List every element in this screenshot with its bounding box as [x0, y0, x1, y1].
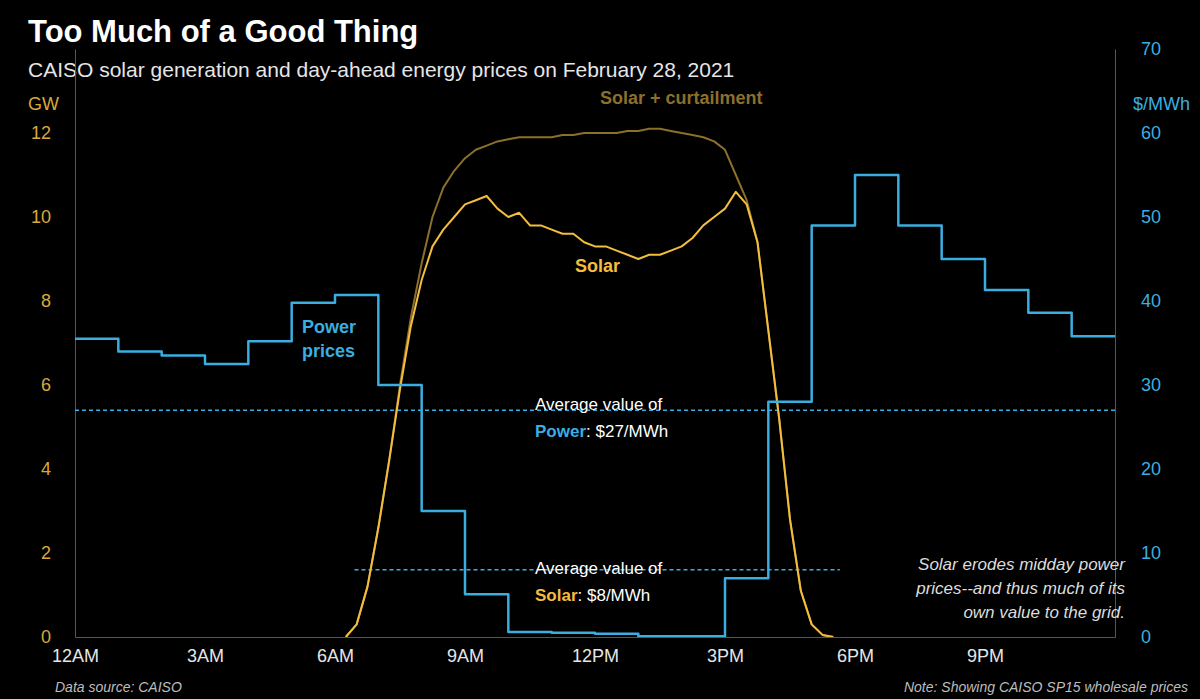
footnote: Note: Showing CAISO SP15 wholesale price…	[904, 679, 1188, 695]
tick-label: 9AM	[447, 646, 484, 666]
tick-label: 2	[41, 543, 51, 563]
tick: 20	[1115, 459, 1161, 479]
axis-line	[75, 50, 76, 638]
tick: 12AM	[52, 637, 99, 666]
tick: 10	[31, 207, 75, 227]
annotation-name: Power	[535, 422, 586, 441]
tick-label: 70	[1141, 39, 1161, 59]
tick: 0	[1115, 627, 1151, 647]
annotation: Average value of Power: $27/MWh	[535, 395, 668, 441]
tick: 6PM	[837, 637, 874, 666]
tick-label: 3AM	[187, 646, 224, 666]
tick: 12PM	[572, 637, 619, 666]
annotation-lead: Average value of	[535, 559, 663, 578]
annotation-value: : $27/MWh	[586, 422, 668, 441]
tick-label: 30	[1141, 375, 1161, 395]
tick-label: 0	[1141, 627, 1151, 647]
annotation-lead: Average value of	[535, 395, 663, 414]
tick: 2	[41, 543, 75, 563]
tick: 12	[31, 123, 75, 143]
x-axis: 12AM 3AM 6AM 9AM 12PM 3PM 6PM 9PM	[52, 637, 1116, 666]
series-label: Solar + curtailment	[600, 88, 763, 108]
tick-label: 3PM	[707, 646, 744, 666]
y2-axis-title: $/MWh	[1133, 94, 1190, 114]
note-line: prices--and thus much of its	[915, 579, 1125, 598]
axis-line	[76, 637, 1116, 638]
source: Data source: CAISO	[55, 679, 182, 695]
y-axis-title: GW	[28, 94, 59, 114]
tick-label: 6	[41, 375, 51, 395]
subtitle: CAISO solar generation and day-ahead ene…	[28, 58, 734, 81]
annotation-value: : $8/MWh	[578, 586, 651, 605]
tick: 40	[1115, 291, 1161, 311]
series-label: Solar	[575, 256, 620, 276]
tick: 3AM	[187, 637, 224, 666]
tick-label: 12	[31, 123, 51, 143]
note-line: Solar erodes midday power	[918, 555, 1126, 574]
tick-label: 8	[41, 291, 51, 311]
tick: 6AM	[317, 637, 354, 666]
tick: 6	[41, 375, 75, 395]
tick-label: 50	[1141, 207, 1161, 227]
background	[0, 0, 1200, 699]
tick: 60	[1115, 123, 1161, 143]
tick: 3PM	[707, 637, 744, 666]
tick: 9PM	[967, 637, 1004, 666]
tick-label: 9PM	[967, 646, 1004, 666]
tick: 30	[1115, 375, 1161, 395]
series-label-line: prices	[302, 341, 355, 361]
series-line	[346, 192, 834, 637]
note-line: own value to the grid.	[963, 603, 1125, 622]
series-label: Power prices	[302, 317, 356, 361]
tick: 4	[41, 459, 75, 479]
tick: 0	[41, 627, 75, 647]
annotation-name: Solar	[535, 586, 578, 605]
tick-label: 60	[1141, 123, 1161, 143]
tick-label: 6AM	[317, 646, 354, 666]
tick-label: 0	[41, 627, 51, 647]
axis-line	[1115, 50, 1116, 638]
tick: 8	[41, 291, 75, 311]
chart: Too Much of a Good Thing CAISO solar gene…	[0, 0, 1200, 699]
tick-label: 6PM	[837, 646, 874, 666]
tick-label: 12AM	[52, 646, 99, 666]
series-label-line: Power	[302, 317, 356, 337]
note: Solar erodes midday power prices--and thu…	[915, 555, 1126, 622]
tick-label: 10	[31, 207, 51, 227]
tick: 50	[1115, 207, 1161, 227]
annotation: Average value of Solar: $8/MWh	[535, 559, 663, 605]
tick: 9AM	[447, 637, 484, 666]
tick: 70	[1115, 39, 1161, 59]
tick-label: 20	[1141, 459, 1161, 479]
tick-label: 4	[41, 459, 51, 479]
title: Too Much of a Good Thing	[28, 14, 418, 49]
series-line	[346, 129, 834, 637]
tick-label: 10	[1141, 543, 1161, 563]
tick-label: 40	[1141, 291, 1161, 311]
y-axis: 0 2 4 6 8 10 12	[31, 50, 76, 648]
tick-label: 12PM	[572, 646, 619, 666]
